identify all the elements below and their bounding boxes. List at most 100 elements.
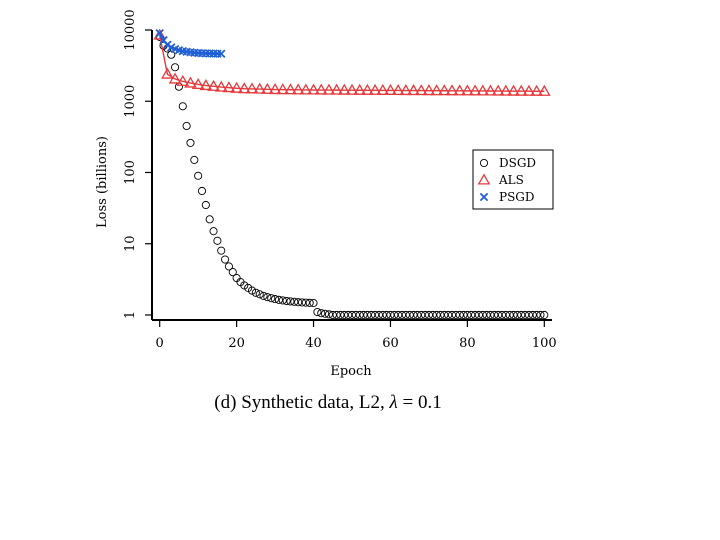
data-point-dsgd xyxy=(340,310,349,320)
data-point-dsgd xyxy=(328,310,337,320)
data-point-als xyxy=(153,28,167,40)
data-point-dsgd xyxy=(317,309,326,318)
data-point-als xyxy=(199,79,213,91)
legend-entries: DSGD ALS PSGD xyxy=(477,156,536,204)
data-point-als xyxy=(391,83,405,96)
data-point-als xyxy=(176,74,190,86)
data-point-als xyxy=(468,84,482,96)
data-point-als xyxy=(445,84,459,96)
data-point-dsgd xyxy=(251,288,260,297)
data-point-dsgd xyxy=(313,307,322,317)
data-point-psgd xyxy=(155,29,164,38)
axes xyxy=(151,30,552,321)
data-point-dsgd xyxy=(440,310,449,320)
data-point-dsgd xyxy=(336,310,345,320)
data-point-dsgd xyxy=(471,310,480,320)
data-point-als xyxy=(414,84,428,96)
data-point-als xyxy=(376,83,390,95)
data-point-dsgd xyxy=(351,310,360,320)
series xyxy=(153,28,551,320)
legend-label-dsgd: DSGD xyxy=(499,156,536,170)
data-point-dsgd xyxy=(201,200,210,210)
chart: 0 20 40 60 80 100 1 10 100 1000 10000 Epoch Loss … xyxy=(95,9,557,379)
caption-text: (d) Synthetic data, L2, xyxy=(214,392,385,413)
lambda-symbol: λ xyxy=(389,392,398,413)
data-point-dsgd xyxy=(217,246,226,255)
data-point-dsgd xyxy=(409,310,418,320)
data-point-als xyxy=(507,84,520,96)
data-point-dsgd xyxy=(294,298,303,307)
legend-label-als: ALS xyxy=(498,173,524,187)
data-point-als xyxy=(314,83,328,95)
lambda-value: 0.1 xyxy=(417,392,442,413)
data-point-dsgd xyxy=(371,310,380,320)
data-point-als xyxy=(353,83,367,95)
data-point-dsgd xyxy=(255,290,264,299)
y-tick-label: 10000 xyxy=(123,9,138,50)
data-point-als xyxy=(491,84,505,96)
data-point-dsgd xyxy=(209,227,218,236)
data-point-als xyxy=(168,72,182,84)
data-point-als xyxy=(522,84,536,96)
data-point-dsgd xyxy=(536,310,545,320)
data-point-dsgd xyxy=(494,310,503,320)
data-point-dsgd xyxy=(221,255,230,264)
data-point-dsgd xyxy=(186,138,195,147)
data-point-als xyxy=(453,84,467,96)
data-point-dsgd xyxy=(436,310,445,320)
data-point-dsgd xyxy=(390,310,399,320)
data-point-dsgd xyxy=(374,310,383,320)
data-point-dsgd xyxy=(190,155,199,164)
data-point-als xyxy=(337,83,351,95)
data-point-dsgd xyxy=(178,102,187,111)
data-point-als xyxy=(222,81,236,93)
data-point-dsgd xyxy=(290,297,299,306)
x-tick-label: 60 xyxy=(382,336,399,351)
data-point-dsgd xyxy=(517,310,526,320)
y-tick-label: 100 xyxy=(123,160,138,185)
data-point-als xyxy=(161,67,174,79)
data-point-als xyxy=(399,84,413,96)
series-dsgd xyxy=(155,32,549,320)
data-point-als xyxy=(184,76,197,88)
x-tick-label: 100 xyxy=(532,336,557,351)
data-point-dsgd xyxy=(197,186,207,196)
y-tick-label: 1 xyxy=(123,311,138,319)
data-point-dsgd xyxy=(267,294,276,303)
data-point-als xyxy=(437,84,451,96)
data-point-dsgd xyxy=(382,310,391,320)
data-point-dsgd xyxy=(224,262,233,271)
legend: DSGD ALS PSGD xyxy=(472,149,554,210)
figure-caption: (d) Synthetic data, L2, λ = 0.1 xyxy=(0,392,656,414)
legend-label-psgd: PSGD xyxy=(499,190,535,204)
data-point-dsgd xyxy=(501,310,510,320)
data-point-als xyxy=(384,83,397,95)
data-point-als xyxy=(361,83,374,95)
series-als xyxy=(153,28,551,96)
data-point-als xyxy=(345,83,359,95)
data-point-dsgd xyxy=(305,298,314,307)
data-point-als xyxy=(291,83,305,95)
data-point-dsgd xyxy=(401,310,410,320)
data-point-als xyxy=(299,83,313,95)
data-point-dsgd xyxy=(286,297,295,306)
y-tick-label: 1000 xyxy=(123,85,138,118)
data-point-als xyxy=(245,82,259,94)
data-point-dsgd xyxy=(421,310,430,320)
data-point-dsgd xyxy=(486,310,495,320)
data-point-dsgd xyxy=(524,310,533,320)
data-point-dsgd xyxy=(532,310,541,320)
data-point-dsgd xyxy=(194,171,203,180)
data-point-dsgd xyxy=(213,236,222,245)
x-tick-label: 0 xyxy=(156,336,164,351)
data-point-als xyxy=(322,83,336,95)
data-point-dsgd xyxy=(344,310,353,320)
data-point-dsgd xyxy=(394,310,403,320)
x-tick-label: 80 xyxy=(459,336,476,351)
data-point-als xyxy=(276,83,290,95)
data-point-als xyxy=(484,84,497,96)
data-point-dsgd xyxy=(513,310,522,320)
legend-marker-dsgd xyxy=(479,158,489,168)
data-point-dsgd xyxy=(263,293,272,302)
data-point-dsgd xyxy=(497,310,507,320)
